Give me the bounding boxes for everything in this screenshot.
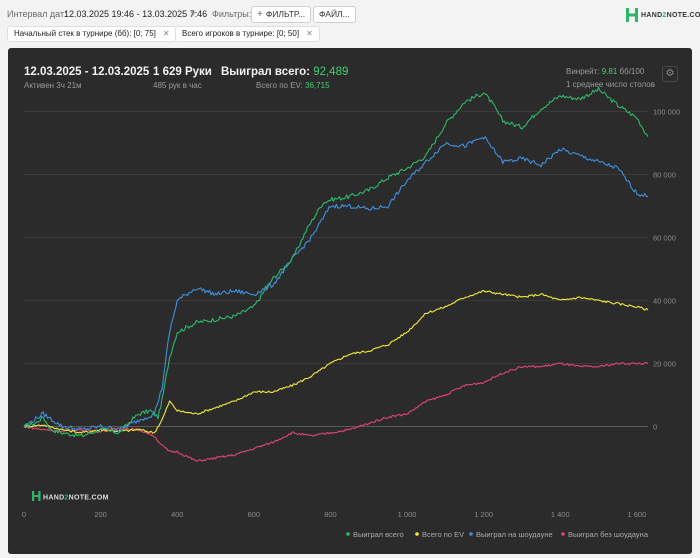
- y-tick-label: 20 000: [653, 360, 676, 369]
- y-tick-label: 40 000: [653, 297, 676, 306]
- graph-series: [23, 86, 649, 462]
- chevron-down-icon[interactable]: ▾: [191, 9, 196, 18]
- x-tick-label: 200: [94, 510, 107, 519]
- y-tick-label: 100 000: [653, 108, 680, 117]
- filter-chip-label: Всего игроков в турнире: [0; 50]: [182, 29, 300, 38]
- legend-marker: [415, 532, 419, 536]
- x-tick-label: 1 200: [474, 510, 493, 519]
- legend: Выиграл всего Всего по EV Выиграл на шоуда…: [346, 530, 649, 539]
- hand2note-logo-icon: [626, 8, 638, 22]
- x-tick-label: 1 600: [628, 510, 647, 519]
- y-tick-label: 0: [653, 423, 657, 432]
- summary-winrate: Винрейт: 9.81 бб/100: [566, 67, 645, 76]
- brand-logo: HAND2NOTE.COM: [626, 8, 700, 22]
- legend-label: Выиграл всего: [353, 530, 404, 539]
- filter-chip-start-stack[interactable]: Начальный стек в турнире (бб): [0; 75] ✕: [7, 26, 177, 42]
- legend-label: Всего по EV: [422, 530, 464, 539]
- x-tick-label: 0: [22, 510, 26, 519]
- series-line-1: [23, 290, 649, 434]
- series-line-0: [23, 86, 649, 438]
- legend-label: Выиграл без шоудауна: [568, 530, 649, 539]
- watermark-text: HAND2NOTE.COM: [43, 495, 109, 502]
- filter-chip-label: Начальный стек в турнире (бб): [0; 75]: [14, 29, 156, 38]
- summary-ev-total: Всего по EV: 36,715: [256, 81, 330, 90]
- filters-label: Фильтры:: [212, 9, 252, 19]
- series-line-2: [23, 136, 648, 432]
- summary-hands: 1 629 Руки: [153, 66, 212, 78]
- filter-chip-players[interactable]: Всего игроков в турнире: [0; 50] ✕: [175, 26, 320, 42]
- summary-active-time: Активен 3ч 21м: [24, 81, 82, 90]
- x-tick-label: 1 000: [398, 510, 417, 519]
- filter-button-label: ФИЛЬТР...: [265, 9, 306, 19]
- x-tick-label: 400: [171, 510, 184, 519]
- close-icon[interactable]: ✕: [306, 29, 313, 38]
- x-axis-ticks: 0 200 400 600 800 1 000 1 200 1 400 1 600: [22, 510, 646, 519]
- graph-panel: 12.03.2025 - 12.03.2025 Активен 3ч 21м 1…: [8, 48, 692, 554]
- legend-marker: [561, 532, 565, 536]
- y-tick-label: 80 000: [653, 171, 676, 180]
- series-line-3: [24, 361, 649, 462]
- y-tick-label: 60 000: [653, 234, 676, 243]
- filter-bar: Интервал дат: 12.03.2025 19:46 - 13.03.2…: [0, 0, 700, 48]
- y-axis-ticks: 0 20 000 40 000 60 000 80 000 100 000: [653, 108, 680, 432]
- grid-lines: [24, 111, 648, 427]
- file-button-label: ФАЙЛ...: [319, 9, 350, 19]
- winnings-graph: 0 20 000 40 000 60 000 80 000 100 000 0 200 400…: [22, 86, 680, 539]
- close-icon[interactable]: ✕: [162, 29, 170, 38]
- x-tick-label: 1 400: [551, 510, 570, 519]
- plus-icon: +: [257, 9, 263, 20]
- file-button[interactable]: ФАЙЛ...: [313, 6, 356, 23]
- summary-tables: 1 среднее число столов: [566, 80, 655, 89]
- date-interval-picker[interactable]: 12.03.2025 19:46 - 13.03.2025 7:46: [64, 9, 208, 19]
- gear-icon[interactable]: ⚙: [662, 66, 678, 82]
- watermark: HAND2NOTE.COM: [32, 491, 109, 502]
- legend-label: Выиграл на шоудауне: [476, 530, 553, 539]
- brand-logo-text: HAND2NOTE.COM: [641, 11, 700, 19]
- x-tick-label: 600: [248, 510, 261, 519]
- legend-marker: [469, 532, 473, 536]
- summary-hands-per-hour: 485 рук в час: [153, 81, 202, 90]
- summary-won-total: Выиграл всего: 92,489: [221, 66, 349, 78]
- x-tick-label: 800: [324, 510, 337, 519]
- interval-label: Интервал дат:: [7, 9, 67, 19]
- legend-marker: [346, 532, 350, 536]
- filter-button[interactable]: + ФИЛЬТР...: [251, 6, 312, 23]
- summary-date-range: 12.03.2025 - 12.03.2025: [24, 66, 150, 78]
